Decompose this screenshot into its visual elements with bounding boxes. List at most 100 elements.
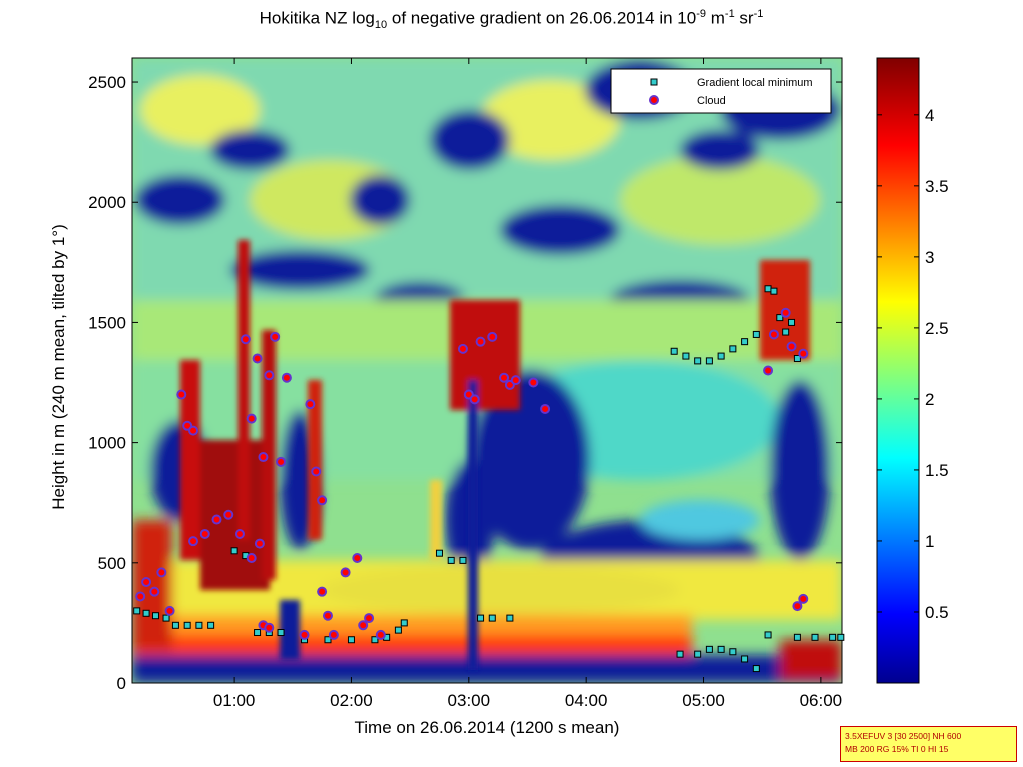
gradient-minimum-marker [670,347,678,355]
cloud-marker [768,329,779,340]
y-tick-label: 1500 [88,313,126,332]
gradient-minimum-marker [705,357,713,365]
cloud-marker [322,610,333,621]
gradient-minimum-marker [347,636,355,644]
cloud-marker [340,567,351,578]
gradient-minimum-marker [741,655,749,663]
info-line-1: 3.5XEFUV 3 [30 2500] NH 600 [845,731,962,741]
cloud-marker [798,348,809,359]
cloud-marker [305,399,316,410]
gradient-minimum-marker [488,614,496,622]
cloud-marker [487,331,498,342]
gradient-minimum-marker [752,330,760,338]
x-tick-label: 04:00 [565,691,608,710]
cloud-marker [798,593,809,604]
gradient-minimum-marker [717,645,725,653]
gradient-minimum-marker [782,328,790,336]
legend-label-minimum: Gradient local minimum [697,77,813,89]
gradient-minimum-marker [676,650,684,658]
cloud-marker [234,528,245,539]
cloud-marker [375,629,386,640]
colorbar-tick-label: 1.5 [925,461,949,480]
cloud-marker [364,613,375,624]
gradient-minimum-marker [788,318,796,326]
gradient-minimum-marker [694,650,702,658]
cloud-marker [149,586,160,597]
plot-frame [131,57,843,684]
gradient-minimum-marker [506,614,514,622]
x-tick-label: 02:00 [330,691,373,710]
gradient-minimum-marker [447,556,455,564]
info-box: 3.5XEFUV 3 [30 2500] NH 600 MB 200 RG 15… [840,726,1017,762]
cloud-marker [252,353,263,364]
gradient-minimum-marker [837,633,845,641]
cloud-marker [164,605,175,616]
gradient-minimum-marker [230,547,238,555]
x-tick-label: 06:00 [800,691,843,710]
gradient-minimum-marker [400,619,408,627]
cloud-marker [246,413,257,424]
colorbar-tick-label: 4 [925,106,934,125]
gradient-minimum-marker [371,636,379,644]
gradient-minimum-marker [477,614,485,622]
y-tick-label: 0 [117,674,126,693]
cloud-marker [475,336,486,347]
legend-box [610,68,832,114]
gradient-minimum-marker [162,614,170,622]
y-axis-label: Height in m (240 m mean, tilted by 1°) [49,224,68,510]
gradient-minimum-marker [254,629,262,637]
cloud-marker [299,629,310,640]
gradient-minimum-marker [142,609,150,617]
cloud-marker [254,538,265,549]
cloud-marker [786,341,797,352]
gradient-minimum-marker [811,633,819,641]
gradient-minimum-marker [764,285,772,293]
x-tick-label: 05:00 [682,691,725,710]
colorbar-tick-label: 2 [925,390,934,409]
cloud-marker [188,425,199,436]
cloud-marker [281,372,292,383]
cloud-marker [311,466,322,477]
cloud-marker [270,331,281,342]
cloud-marker [780,307,791,318]
heatmap-field [132,58,842,683]
gradient-minimum-marker [793,354,801,362]
gradient-minimum-marker [729,345,737,353]
chart-title: Hokitika NZ log10 of negative gradient o… [259,8,764,32]
cloud-marker [328,629,339,640]
cloud-marker [199,528,210,539]
gradient-minimum-marker [776,314,784,322]
y-tick-label: 2000 [88,193,126,212]
gradient-minimum-marker [682,352,690,360]
gradient-minimum-marker [741,338,749,346]
cloud-marker [188,536,199,547]
cloud-marker [792,601,803,612]
gradient-minimum-marker [324,636,332,644]
gradient-minimum-marker [705,645,713,653]
gradient-minimum-marker [770,287,778,295]
cloud-marker [763,365,774,376]
gradient-minimum-marker [171,621,179,629]
cloud-marker [135,591,146,602]
cloud-marker [240,334,251,345]
cloud-marker [176,389,187,400]
colorbar-tick-label: 3.5 [925,177,949,196]
gradient-minimum-marker [183,621,191,629]
cloud-marker [317,495,328,506]
colorbar-tick-label: 0.5 [925,603,949,622]
gradient-minimum-marker [195,621,203,629]
colorbar-tick-label: 1 [925,532,934,551]
y-tick-label: 2500 [88,73,126,92]
gradient-minimum-marker [829,633,837,641]
gradient-minimum-marker [207,621,215,629]
colorbar [876,57,920,684]
cloud-marker [264,622,275,633]
gradient-minimum-marker [717,352,725,360]
cloud-marker [510,375,521,386]
legend-label-cloud: Cloud [697,95,726,107]
gradient-minimum-marker [752,665,760,673]
gradient-minimum-marker [435,549,443,557]
x-tick-label: 03:00 [448,691,491,710]
x-axis-label: Time on 26.06.2014 (1200 s mean) [354,718,620,737]
